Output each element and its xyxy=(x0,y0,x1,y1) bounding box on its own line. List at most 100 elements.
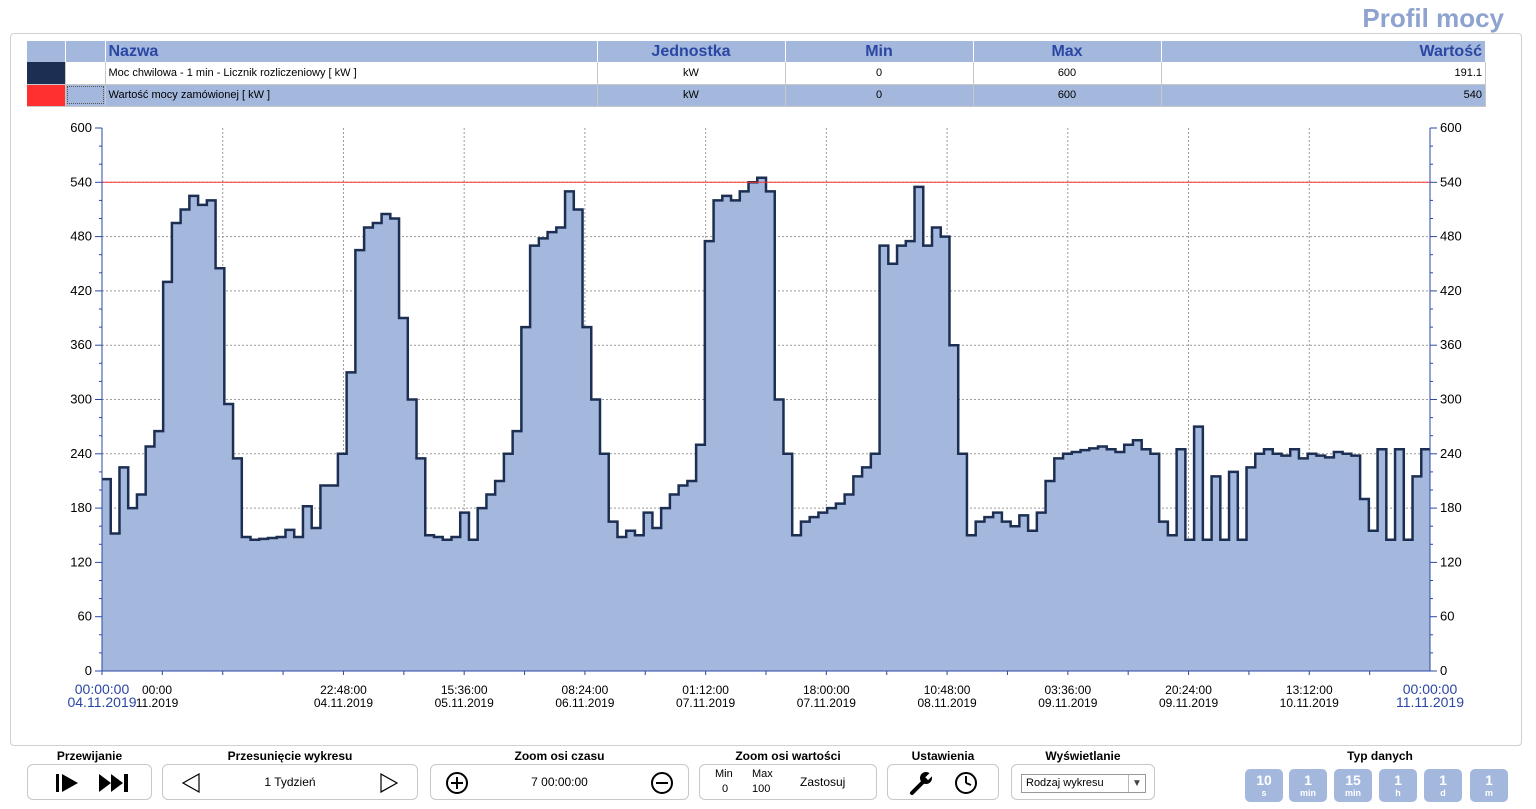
y-tick-label-right: 360 xyxy=(1440,337,1462,352)
group-title: Zoom osi wartości xyxy=(735,749,841,763)
legend-table: Nazwa Jednostka Min Max Wartość Moc chwi… xyxy=(27,41,1486,107)
control-bar: Przewijanie Przesunięcie wykresu 1 Tydzi… xyxy=(0,748,1536,809)
series-visibility-checkbox[interactable] xyxy=(65,62,106,85)
series-visibility-checkbox[interactable] xyxy=(65,84,106,107)
y-tick-label-left: 120 xyxy=(70,554,92,569)
y-tick-label-right: 300 xyxy=(1440,392,1462,407)
y-tick-label-left: 420 xyxy=(70,283,92,298)
group-ustawienia: Ustawienia xyxy=(887,748,999,800)
x-tick-label-time: 08:24:00 xyxy=(562,683,609,697)
group-title: Wyświetlanie xyxy=(1045,749,1121,763)
x-tick-label-date: 04.11.2019 xyxy=(67,694,136,710)
group-przewijanie: Przewijanie xyxy=(27,748,152,800)
header-max[interactable]: Max xyxy=(973,41,1162,62)
group-wyswietlanie: Wyświetlanie Rodzaj wykresu ▼ xyxy=(1011,748,1155,800)
min-label: Min xyxy=(715,768,733,780)
group-typ-danych: Typ danych xyxy=(1245,748,1515,764)
x-tick-label-date: 11.2019 xyxy=(136,696,179,710)
header-min[interactable]: Min xyxy=(785,41,974,62)
y-tick-label-right: 120 xyxy=(1440,554,1462,569)
x-tick-label-time: 10:48:00 xyxy=(924,683,971,697)
power-profile-chart[interactable]: 0 0 60 60 120 120 180 180 240 240 300 300 360 360 420 4… xyxy=(60,118,1480,718)
x-tick-label-date: 09.11.2019 xyxy=(1038,696,1097,710)
x-tick-label-time: 15:36:00 xyxy=(441,683,488,697)
y-tick-label-left: 300 xyxy=(70,392,92,407)
x-tick-label-time: 18:00:00 xyxy=(803,683,850,697)
series-color-swatch[interactable] xyxy=(27,62,66,85)
header-jednostka[interactable]: Jednostka xyxy=(597,41,786,62)
header-wartosc[interactable]: Wartość xyxy=(1161,41,1486,62)
zoom-out-icon[interactable] xyxy=(650,771,674,800)
legend-header-row: Nazwa Jednostka Min Max Wartość xyxy=(27,41,1486,62)
play-pause-icon[interactable] xyxy=(54,773,84,798)
x-tick-label-date: 06.11.2019 xyxy=(555,696,614,710)
group-title: Zoom osi czasu xyxy=(514,749,605,763)
chart-type-select-value: Rodzaj wykresu xyxy=(1026,777,1104,789)
legend-row[interactable]: Wartość mocy zamówionej [ kW ] kW 0 600 … xyxy=(27,84,1486,107)
y-tick-label-right: 240 xyxy=(1440,446,1462,461)
series-color-swatch[interactable] xyxy=(27,84,66,107)
y-tick-label-right: 540 xyxy=(1440,174,1462,189)
x-tick-label-date: 10.11.2019 xyxy=(1280,696,1339,710)
series-min: 0 xyxy=(785,84,974,107)
data-type-10s-button[interactable]: 10 s xyxy=(1245,769,1283,802)
y-tick-label-left: 360 xyxy=(70,337,92,352)
y-tick-label-left: 180 xyxy=(70,500,92,515)
series-area-fill xyxy=(102,177,1430,671)
x-tick-label-time: 20:24:00 xyxy=(1165,683,1212,697)
fast-forward-end-icon[interactable] xyxy=(98,773,132,798)
y-tick-label-left: 240 xyxy=(70,446,92,461)
x-tick-label-time: 01:12:00 xyxy=(682,683,729,697)
group-zoom-czas: Zoom osi czasu 7 00:00:00 xyxy=(430,748,689,800)
series-name: Moc chwilowa - 1 min - Licznik rozliczen… xyxy=(105,62,598,85)
group-title: Ustawienia xyxy=(911,749,975,763)
header-nazwa[interactable]: Nazwa xyxy=(105,41,598,62)
zoom-in-icon[interactable] xyxy=(445,771,469,800)
x-tick-label-date: 08.11.2019 xyxy=(918,696,977,710)
x-tick-label-date: 09.11.2019 xyxy=(1159,696,1218,710)
max-label: Max xyxy=(752,768,773,780)
max-value-input[interactable]: 100 xyxy=(752,783,771,795)
y-tick-label-left: 0 xyxy=(85,663,92,678)
series-unit: kW xyxy=(597,84,786,107)
y-tick-label-left: 60 xyxy=(78,609,92,624)
chart-panel xyxy=(10,33,1522,746)
series-name: Wartość mocy zamówionej [ kW ] xyxy=(105,84,598,107)
group-title: Przewijanie xyxy=(56,749,123,763)
shift-right-icon[interactable] xyxy=(379,772,399,798)
time-zoom-value: 7 00:00:00 xyxy=(531,775,588,789)
chart-type-select[interactable]: Rodzaj wykresu ▼ xyxy=(1021,774,1146,793)
y-tick-label-right: 60 xyxy=(1440,609,1454,624)
group-title: Przesunięcie wykresu xyxy=(227,749,353,763)
group-przesuniecie: Przesunięcie wykresu 1 Tydzień xyxy=(162,748,418,800)
y-tick-label-right: 0 xyxy=(1440,663,1447,678)
chevron-down-icon[interactable]: ▼ xyxy=(1128,775,1145,792)
x-tick-label-date: 07.11.2019 xyxy=(676,696,735,710)
clock-icon[interactable] xyxy=(954,771,978,800)
data-type-1min-button[interactable]: 1 min xyxy=(1289,769,1327,802)
x-tick-label-time: 00:00:00 xyxy=(75,681,130,697)
shift-left-icon[interactable] xyxy=(181,772,201,798)
x-tick-label-time: 13:12:00 xyxy=(1286,683,1333,697)
series-max: 600 xyxy=(973,62,1162,85)
series-unit: kW xyxy=(597,62,786,85)
shift-value: 1 Tydzień xyxy=(264,775,316,789)
series-value: 191.1 xyxy=(1161,62,1486,85)
group-title: Typ danych xyxy=(1347,749,1413,763)
series-max: 600 xyxy=(973,84,1162,107)
data-type-15min-button[interactable]: 15 min xyxy=(1334,769,1372,802)
y-tick-label-right: 600 xyxy=(1440,120,1462,135)
apply-button[interactable]: Zastosuj xyxy=(800,775,846,789)
min-value-input[interactable]: 0 xyxy=(722,783,729,795)
x-tick-label-date: 07.11.2019 xyxy=(797,696,856,710)
series-line xyxy=(102,176,1430,542)
x-tick-label-time: 22:48:00 xyxy=(320,683,367,697)
legend-row[interactable]: Moc chwilowa - 1 min - Licznik rozliczen… xyxy=(27,62,1486,85)
x-tick-label-date: 11.11.2019 xyxy=(1396,694,1464,710)
x-tick-label-time: 00:00 xyxy=(142,683,172,697)
wrench-icon[interactable] xyxy=(908,771,934,800)
y-tick-label-right: 180 xyxy=(1440,500,1462,515)
